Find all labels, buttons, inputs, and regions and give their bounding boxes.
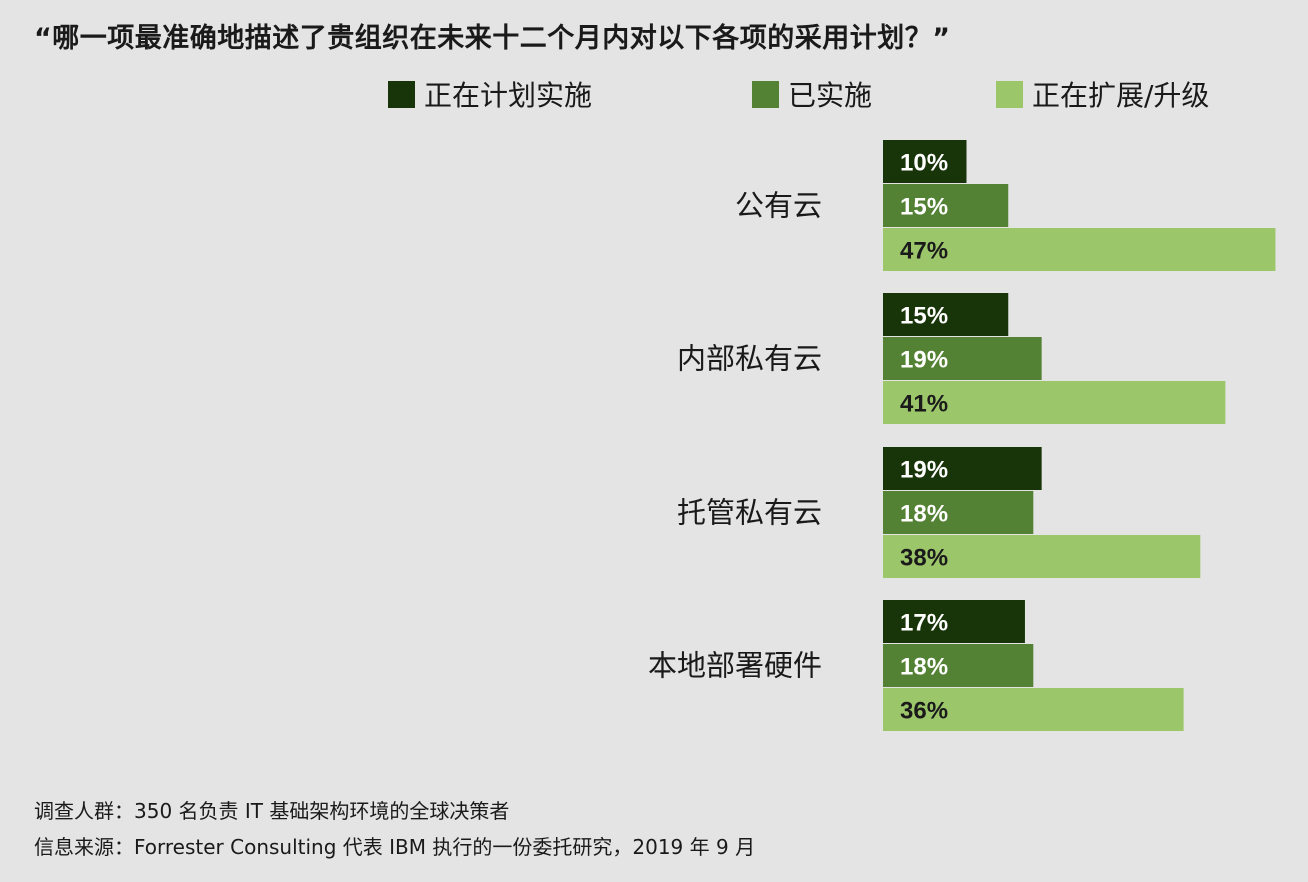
bar-planning — [883, 293, 1009, 336]
category-label: 本地部署硬件 — [648, 649, 822, 683]
legend-label-expanding: 正在扩展/升级 — [1032, 79, 1210, 112]
bar-planning — [883, 447, 1042, 490]
legend-swatch-planning — [388, 80, 415, 108]
bar-implemented — [883, 337, 1042, 380]
bar-implemented — [883, 491, 1034, 534]
data-label: 18% — [900, 654, 948, 681]
bar-expanding — [883, 535, 1201, 578]
data-label: 15% — [900, 303, 948, 330]
legend-label-implemented: 已实施 — [788, 79, 873, 112]
data-label: 41% — [900, 391, 948, 418]
category-label: 托管私有云 — [677, 496, 822, 530]
bar-planning — [883, 140, 967, 183]
data-label: 15% — [900, 194, 948, 221]
bar-implemented — [883, 184, 1009, 227]
bar-expanding — [883, 688, 1184, 731]
footnote-source: 信息来源：Forrester Consulting 代表 IBM 执行的一份委托… — [34, 835, 756, 859]
data-label: 38% — [900, 545, 948, 572]
data-label: 19% — [900, 457, 948, 484]
bar-expanding — [883, 381, 1226, 424]
bar-planning — [883, 600, 1025, 643]
legend-swatch-implemented — [752, 80, 779, 108]
legend-swatch-expanding — [996, 80, 1023, 108]
legend-label-planning: 正在计划实施 — [424, 79, 593, 112]
data-label: 19% — [900, 347, 948, 374]
legend: 正在计划实施 已实施 正在扩展/升级 — [0, 74, 1308, 114]
data-label: 36% — [900, 698, 948, 725]
bar-expanding — [883, 228, 1276, 271]
legend-item-implemented: 已实施 — [752, 74, 872, 114]
data-label: 18% — [900, 501, 948, 528]
data-label: 10% — [900, 150, 948, 177]
category-label: 内部私有云 — [677, 342, 822, 376]
chart-title: “哪一项最准确地描述了贵组织在未来十二个月内对以下各项的采用计划？” — [34, 23, 951, 54]
data-label: 17% — [900, 610, 948, 637]
category-label: 公有云 — [735, 189, 822, 223]
footnote-respondents: 调查人群：350 名负责 IT 基础架构环境的全球决策者 — [34, 799, 510, 823]
bar-implemented — [883, 644, 1034, 687]
legend-item-expanding: 正在扩展/升级 — [996, 74, 1209, 114]
legend-item-planning: 正在计划实施 — [388, 74, 592, 114]
data-label: 47% — [900, 238, 948, 265]
